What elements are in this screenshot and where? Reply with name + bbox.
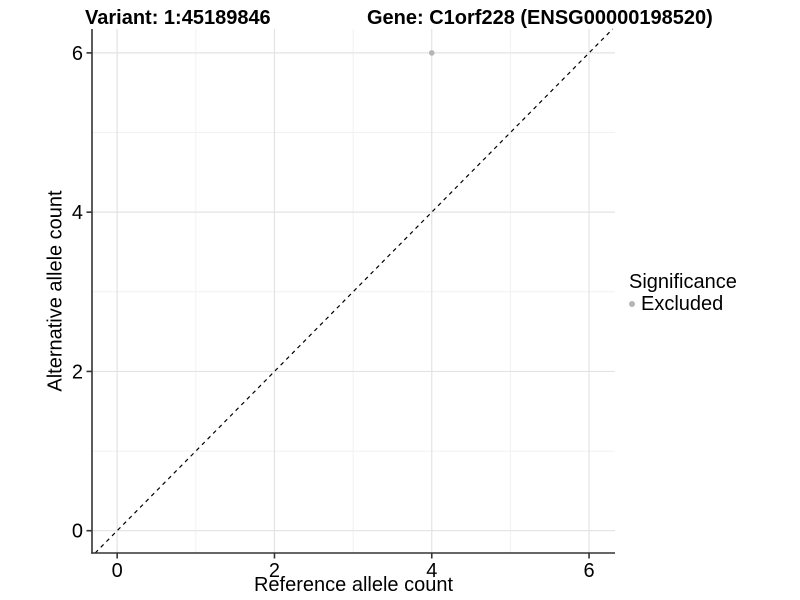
y-axis-title: Alternative allele count	[44, 190, 67, 392]
x-axis-title: Reference allele count	[253, 574, 453, 596]
plot-title-variant: Variant: 1:45189846	[85, 7, 271, 29]
identity-reference-line	[94, 28, 614, 554]
data-point	[428, 50, 435, 56]
plot-title-gene: Gene: C1orf228 (ENSG00000198520)	[367, 7, 713, 29]
excluded-point-icon	[629, 301, 635, 307]
x-tick-label: 4	[426, 560, 437, 582]
y-tick-label: 2	[72, 361, 83, 383]
y-tick-label: 6	[72, 43, 83, 65]
legend-title: Significance	[629, 271, 737, 293]
y-tick-label: 0	[72, 521, 83, 543]
legend: Significance Excluded	[629, 271, 737, 314]
legend-item-excluded: Excluded	[629, 294, 737, 314]
x-tick-label: 2	[269, 560, 280, 582]
x-tick-label: 6	[583, 560, 594, 582]
x-tick-label: 0	[112, 560, 123, 582]
y-tick-label: 4	[72, 202, 83, 224]
legend-item-label: Excluded	[641, 293, 724, 315]
